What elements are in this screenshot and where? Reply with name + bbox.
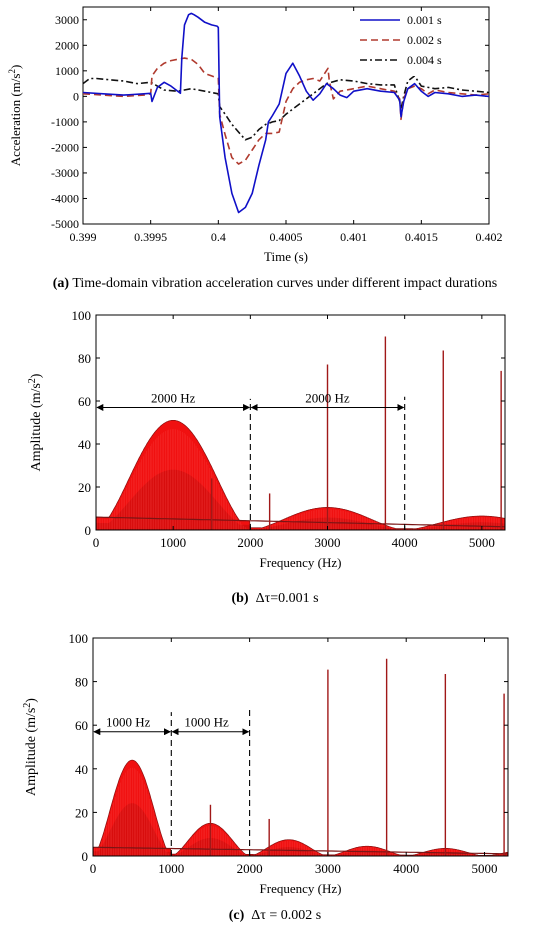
panel-spectrum-b: 2000 Hz 2000 Hz 0 1000 2000 3000 4000 5000 0 20 40… [0, 303, 550, 623]
x-axis-label: Frequency (Hz) [260, 555, 342, 570]
legend: 0.001 s 0.002 s 0.004 s [352, 12, 484, 76]
spectrum-area-inner [93, 803, 508, 856]
y-axis-label: Acceleration (m/s2) [7, 65, 23, 167]
y-tick-label: 2000 [55, 38, 79, 52]
y-tick-label: 40 [78, 437, 91, 452]
x-tick-label: 5000 [469, 535, 495, 550]
spectrum-baseline [93, 846, 508, 855]
spectrum-chart-b: 2000 Hz 2000 Hz 0 1000 2000 3000 4000 5000 0 20 40… [27, 308, 506, 570]
y-tick-label: 0 [82, 849, 89, 864]
legend-label: 0.004 s [407, 53, 442, 67]
x-tick-label: 0.401 [340, 230, 367, 244]
caption-a-text: Time-domain vibration acceleration curve… [72, 276, 498, 291]
x-axis-label: Time (s) [264, 249, 308, 264]
x-tick-label: 1000 [160, 535, 186, 550]
y-axis-label-end: ) [29, 373, 44, 378]
legend-box [352, 12, 484, 76]
caption-b-letter: (b) [231, 591, 249, 606]
x-tick-label: 4000 [392, 535, 418, 550]
y-axis-label-sup: 2 [27, 378, 38, 383]
annotation-label: 1000 Hz [106, 715, 151, 730]
caption-c: (c) Δτ = 0.002 s [0, 908, 550, 924]
x-tick-label: 4000 [393, 861, 419, 876]
x-tick-label: 0.402 [476, 230, 503, 244]
x-tick-label: 0.4005 [270, 230, 303, 244]
x-tick-label: 0.4 [211, 230, 226, 244]
y-axis-label-main: Acceleration (m/s [8, 74, 23, 167]
x-tick-label: 0.3995 [134, 230, 167, 244]
spectrum-area-inner [96, 469, 505, 530]
x-tick-label: 0 [90, 861, 97, 876]
y-tick-label: 100 [72, 308, 92, 323]
legend-label: 0.001 s [407, 13, 442, 27]
y-axis-label-main: Amplitude (m/s [29, 383, 44, 471]
y-tick-label: 80 [78, 351, 91, 366]
y-axis-label: Amplitude (m/s2) [27, 373, 45, 471]
series-line-0-004-s [82, 75, 490, 141]
y-tick-label: 80 [75, 675, 88, 690]
caption-a-letter: (a) [52, 276, 70, 291]
y-tick-label: 1000 [55, 64, 79, 78]
plot-frame [92, 637, 509, 857]
y-tick-label: 20 [78, 480, 91, 495]
y-tick-label: 20 [75, 805, 88, 820]
spectrum-area [93, 760, 508, 856]
time-domain-chart: 0.399 0.3995 0.4 0.4005 0.401 0.4015 0.402 -500… [7, 6, 503, 264]
y-tick-label: 0 [73, 89, 79, 103]
legend-label: 0.002 s [407, 33, 442, 47]
y-tick-label: 3000 [55, 13, 79, 27]
caption-a: (a) Time-domain vibration acceleration c… [0, 276, 550, 292]
y-axis-label-end: ) [8, 65, 23, 69]
series-line-0-001-s [82, 12, 490, 214]
y-tick-label: 100 [69, 631, 89, 646]
y-tick-label: -1000 [51, 115, 79, 129]
y-axis-label: Amplitude (m/s2) [22, 698, 40, 796]
x-tick-label: 5000 [472, 861, 498, 876]
spectrum-envelope [93, 759, 509, 856]
x-tick-label: 0.399 [70, 230, 97, 244]
panel-time-domain: 0.399 0.3995 0.4 0.4005 0.401 0.4015 0.402 -500… [0, 0, 550, 300]
caption-c-text: Δτ = 0.002 s [251, 908, 322, 923]
x-tick-label: 2000 [237, 535, 263, 550]
x-tick-label: 0 [93, 535, 100, 550]
x-tick-label: 3000 [315, 535, 341, 550]
y-tick-label: -3000 [51, 166, 79, 180]
annotation-label: 2000 Hz [151, 390, 196, 405]
x-tick-label: 2000 [237, 861, 263, 876]
y-tick-label: 0 [85, 523, 92, 538]
annotation-label: 2000 Hz [305, 390, 350, 405]
x-axis-label: Frequency (Hz) [260, 881, 342, 896]
x-tick-label: 0.4015 [405, 230, 438, 244]
y-tick-label: -2000 [51, 140, 79, 154]
caption-b-text: Δτ=0.001 s [255, 591, 319, 606]
y-tick-label: 60 [75, 718, 88, 733]
annotation-label: 1000 Hz [184, 715, 229, 730]
spectrum-envelope [96, 419, 506, 530]
x-tick-label: 1000 [158, 861, 184, 876]
y-tick-label: 40 [75, 762, 88, 777]
y-axis-label-end: ) [24, 698, 39, 703]
y-axis-label-sup: 2 [22, 703, 33, 708]
y-tick-label: -4000 [51, 191, 79, 205]
x-tick-label: 3000 [315, 861, 341, 876]
y-axis-label-main: Amplitude (m/s [24, 708, 39, 796]
spectrum-chart-c: 1000 Hz 1000 Hz 0 1000 2000 3000 4000 5000 0 20 40… [22, 631, 509, 896]
spectrum-baseline [95, 516, 506, 528]
y-tick-label: 60 [78, 394, 91, 409]
caption-b: (b) Δτ=0.001 s [0, 591, 550, 607]
plot-frame [95, 314, 506, 531]
panel-spectrum-c: 1000 Hz 1000 Hz 0 1000 2000 3000 4000 5000 0 20 40… [0, 628, 550, 933]
y-tick-label: -5000 [51, 217, 79, 231]
caption-c-letter: (c) [228, 908, 245, 923]
y-axis-label-sup: 2 [7, 69, 17, 74]
